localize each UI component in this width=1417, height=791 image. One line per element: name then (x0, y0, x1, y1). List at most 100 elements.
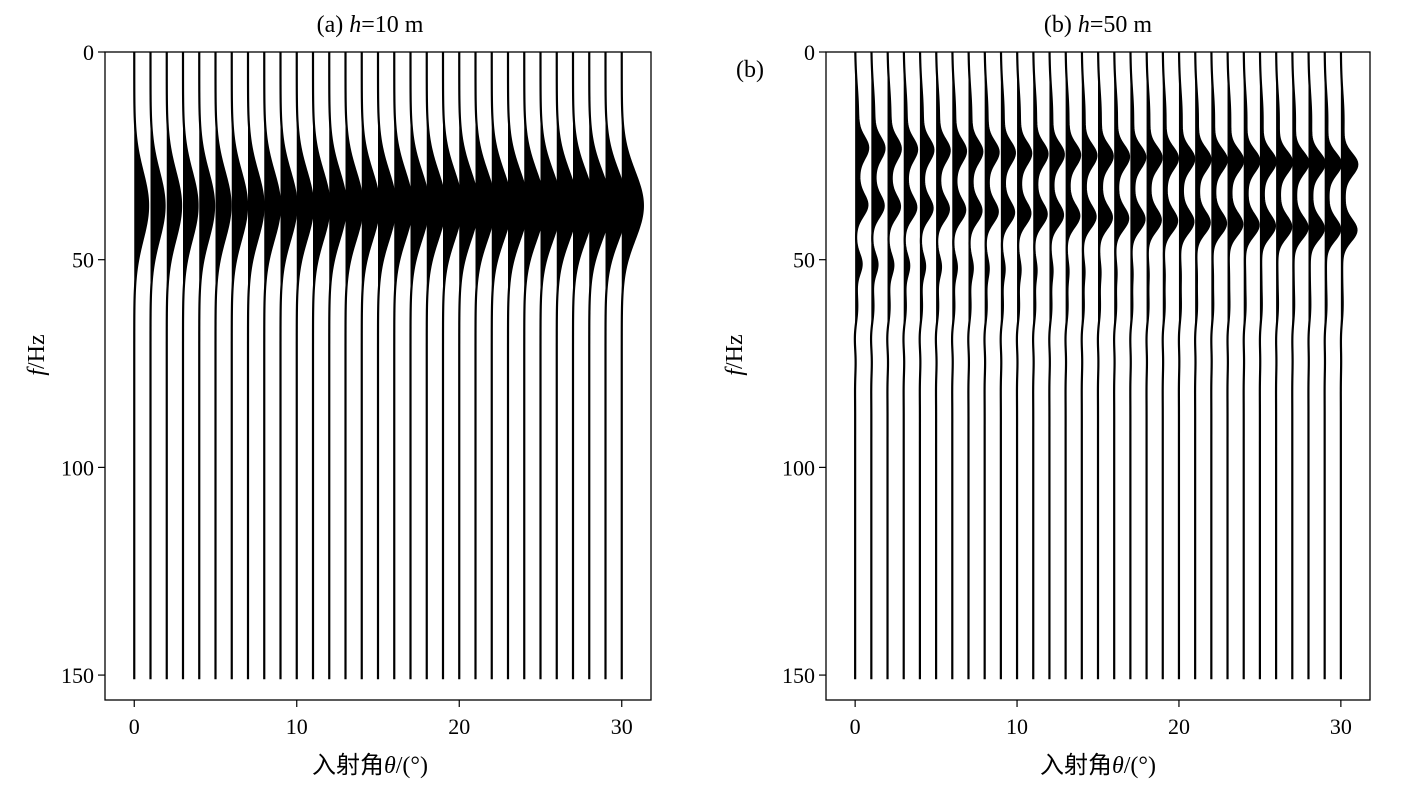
panel-b-trace-line (1291, 51, 1310, 680)
panel-b-trace-fill (1243, 52, 1260, 680)
panel-b-x-tick-label-20: 20 (1168, 714, 1190, 739)
panel-a-trace-16 (393, 52, 414, 680)
panel-a-trace-18 (425, 52, 447, 680)
panel-a-trace-15 (376, 52, 397, 680)
panel-a-trace-fill (296, 52, 313, 680)
panel-a-trace-fill (573, 52, 594, 680)
panel-b-trace-line (1242, 51, 1261, 680)
panel-b-trace-line (1145, 51, 1163, 680)
panel-b-trace-line (1226, 51, 1245, 680)
panel-a-y-axis-label: f/Hz (24, 334, 50, 375)
panel-a-y-tick-label-100: 100 (61, 455, 94, 480)
panel-a-trace-line (506, 52, 529, 680)
panel-b-trace-line (1193, 51, 1212, 680)
panel-b-trace-4 (918, 51, 935, 680)
panel-a-trace-line (149, 52, 166, 680)
panel-b-trace-fill (1195, 52, 1211, 680)
panel-a-trace-line (328, 52, 348, 680)
panel-a-trace-fill (215, 52, 231, 680)
panel-a-trace-fill (589, 52, 610, 680)
panel-a-trace-19 (441, 52, 463, 680)
panel-b-trace-fill (871, 52, 885, 680)
panel-b-trace-line (1339, 51, 1359, 680)
panel-b-trace-3 (902, 51, 919, 680)
panel-b-trace-line (918, 51, 935, 680)
panel-b-y-tick-label-0: 0 (804, 40, 815, 65)
panel-b-trace-line (1307, 51, 1326, 680)
panel-b-trace-line (853, 51, 870, 680)
panel-a-trace-line (425, 52, 447, 680)
panel-a-y-tick-label-150: 150 (61, 663, 94, 688)
panel-a-trace-13 (344, 52, 364, 680)
panel-a-trace-fill (394, 52, 412, 680)
panel-a-trace-fill (264, 52, 281, 680)
panel-b-trace-24 (1242, 51, 1261, 680)
panel-a-trace-fill (491, 52, 511, 680)
panel-a-trace-line (571, 52, 595, 680)
panel-a-trace-12 (328, 52, 348, 680)
panel-b-trace-27 (1291, 51, 1310, 680)
panel-b-trace-8 (983, 51, 1000, 680)
panel-b-trace-fill (935, 52, 950, 680)
panel-a-trace-line (295, 52, 315, 680)
panel-a-y-tick-label-50: 50 (72, 248, 94, 273)
panel-a-trace-fill (524, 52, 544, 680)
panel-a-trace-fill (231, 52, 248, 680)
panel-b-trace-28 (1307, 51, 1326, 680)
panel-a-trace-20 (458, 52, 480, 680)
panel-a-trace-line (344, 52, 364, 680)
panel-a-x-ticks: 0 10 20 30 (129, 700, 633, 739)
panel-b-trace-fill (1162, 52, 1178, 680)
panel-b-trace-fill (887, 52, 901, 680)
panel-a-trace-8 (263, 52, 282, 680)
panel-b-trace-fill (952, 52, 966, 680)
panel-b-trace-line (1129, 51, 1147, 680)
panel-a-x-tick-label-10: 10 (286, 714, 308, 739)
panel-b-trace-13 (1064, 51, 1082, 680)
panel-a-trace-line (393, 52, 414, 680)
panel-b-trace-line (999, 51, 1016, 680)
panel-a-trace-line (279, 52, 298, 680)
panel-a-trace-fill (280, 52, 297, 680)
panel-b-trace-11 (1032, 51, 1049, 680)
panel-a-trace-fill (621, 52, 643, 680)
panel-a-trace-14 (360, 52, 381, 680)
panel-b-trace-line (886, 51, 902, 680)
panel-b-trace-line (1032, 51, 1049, 680)
panel-b-y-tick-label-100: 100 (782, 455, 815, 480)
panel-a-trace-7 (246, 52, 265, 680)
panel-a-trace-1 (149, 52, 166, 680)
panel-a-trace-line (133, 52, 150, 680)
panel-a-trace-2 (165, 52, 183, 680)
panel-b-trace-fill (1276, 52, 1293, 680)
panel-a-trace-fill (556, 52, 577, 680)
panel-b-trace-line (1015, 51, 1033, 680)
panel-a-trace-line (246, 52, 265, 680)
panel-b-trace-12 (1048, 51, 1065, 680)
panel-b-trace-line (902, 51, 919, 680)
panel-b-trace-line (934, 51, 951, 680)
panel-a-trace-4 (198, 52, 216, 680)
panel-a-title: (a) h=10 m (317, 12, 424, 38)
panel-b-trace-line (1064, 51, 1082, 680)
panel-b-y-axis-label: f/Hz (722, 334, 748, 375)
panel-b-trace-fill (1081, 52, 1097, 680)
panel-b-trace-20 (1177, 51, 1196, 680)
panel-b-x-tick-label-10: 10 (1006, 714, 1028, 739)
panel-b-trace-line (1096, 51, 1114, 680)
panel-b-trace-fill (1324, 52, 1341, 680)
panel-a-trace-24 (523, 52, 546, 680)
panel-b-trace-fill (1227, 52, 1244, 680)
panel-a-trace-27 (571, 52, 595, 680)
panel-a-trace-22 (490, 52, 513, 680)
panel-a-trace-line (263, 52, 282, 680)
panel-b-trace-line (950, 51, 968, 680)
panel-b-trace-1 (869, 51, 886, 680)
panel-b-trace-line (1161, 51, 1180, 680)
panel-b-trace-line (1210, 51, 1228, 680)
panel-b-trace-2 (886, 51, 902, 680)
panel-a-traces (133, 52, 644, 680)
panel-b-trace-18 (1145, 51, 1163, 680)
panel-b-x-tick-label-30: 30 (1330, 714, 1352, 739)
panel-b-trace-line (967, 51, 984, 680)
